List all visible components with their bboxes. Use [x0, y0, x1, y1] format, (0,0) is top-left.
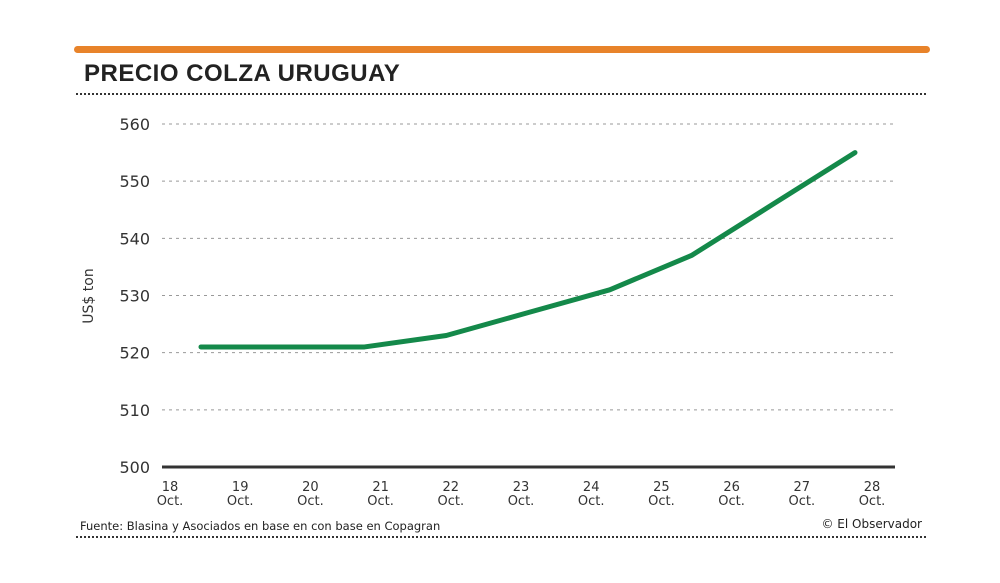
x-tick-label: Oct. [859, 494, 886, 509]
credit: © El Observador [821, 517, 922, 531]
x-tick-label: 22 [443, 480, 460, 495]
x-tick-label: Oct. [508, 494, 535, 509]
x-tick-label: 27 [794, 480, 811, 495]
x-tick-label: Oct. [157, 494, 184, 509]
y-tick-label: 560 [119, 115, 150, 134]
x-tick-label: Oct. [718, 494, 745, 509]
y-tick-label: 550 [119, 172, 150, 191]
x-tick-label: 20 [302, 480, 319, 495]
price-line [198, 150, 858, 350]
x-tick-label: Oct. [297, 494, 324, 509]
divider [76, 536, 926, 538]
y-tick-label: 540 [119, 229, 150, 248]
x-tick-label: 23 [513, 480, 530, 495]
x-tick-label: 28 [864, 480, 881, 495]
y-axis-label: US$ ton [81, 268, 97, 323]
source-note: Fuente: Blasina y Asociados en base en c… [80, 519, 441, 533]
x-tick-label: Oct. [227, 494, 254, 509]
x-tick-label: Oct. [578, 494, 605, 509]
accent-bar [74, 46, 930, 53]
x-tick-label: 25 [653, 480, 670, 495]
x-tick-label: Oct. [648, 494, 675, 509]
x-tick-label: Oct. [788, 494, 815, 509]
x-tick-label: Oct. [437, 494, 464, 509]
y-tick-label: 530 [119, 287, 150, 306]
x-tick-label: 21 [372, 480, 389, 495]
x-tick-label: 19 [232, 480, 249, 495]
x-tick-label: 24 [583, 480, 600, 495]
y-tick-label: 520 [119, 344, 150, 363]
y-tick-label: 510 [119, 401, 150, 420]
x-tick-label: 18 [162, 480, 179, 495]
divider [76, 93, 926, 95]
x-tick-label: 26 [723, 480, 740, 495]
y-tick-label: 500 [119, 458, 150, 477]
x-tick-label: Oct. [367, 494, 394, 509]
chart-title: PRECIO COLZA URUGUAY [84, 60, 401, 87]
